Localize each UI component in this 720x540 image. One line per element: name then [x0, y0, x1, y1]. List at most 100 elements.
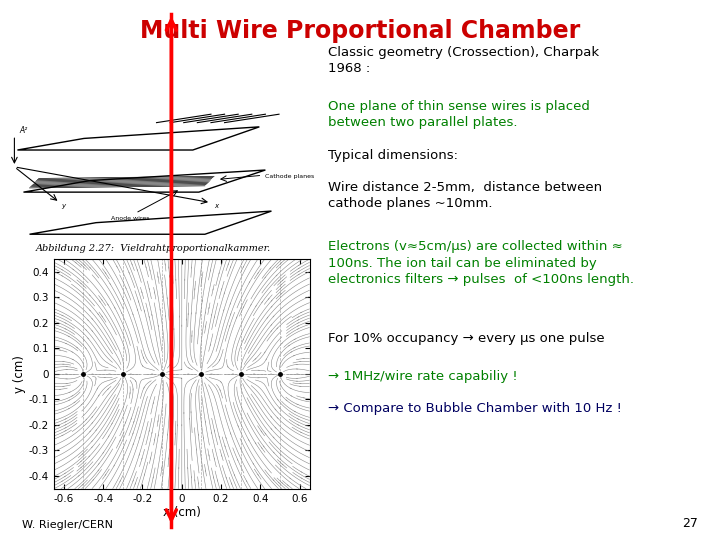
- FancyArrowPatch shape: [64, 473, 66, 474]
- Text: One plane of thin sense wires is placed
between two parallel plates.: One plane of thin sense wires is placed …: [328, 100, 590, 130]
- Text: Classic geometry (Crossection), Charpak
1968 :: Classic geometry (Crossection), Charpak …: [328, 46, 599, 76]
- Text: Multi Wire Proportional Chamber: Multi Wire Proportional Chamber: [140, 19, 580, 43]
- FancyArrowPatch shape: [300, 312, 302, 313]
- FancyArrowPatch shape: [278, 280, 279, 281]
- FancyArrowPatch shape: [270, 267, 271, 268]
- FancyArrowPatch shape: [89, 267, 91, 268]
- FancyArrowPatch shape: [255, 359, 256, 360]
- FancyArrowPatch shape: [142, 365, 143, 367]
- FancyArrowPatch shape: [294, 411, 296, 412]
- Text: Cathode planes: Cathode planes: [266, 174, 315, 179]
- FancyArrowPatch shape: [297, 424, 299, 425]
- FancyArrowPatch shape: [280, 454, 281, 455]
- FancyArrowPatch shape: [93, 480, 94, 481]
- FancyArrowPatch shape: [71, 352, 73, 353]
- FancyArrowPatch shape: [279, 408, 280, 409]
- FancyArrowPatch shape: [271, 416, 272, 417]
- FancyArrowPatch shape: [271, 306, 272, 307]
- FancyArrowPatch shape: [110, 284, 111, 285]
- FancyArrowPatch shape: [89, 431, 91, 432]
- FancyArrowPatch shape: [271, 330, 272, 332]
- Text: Typical dimensions:: Typical dimensions:: [328, 148, 458, 161]
- Text: Abbildung 2.27:  Vieldrahtproportionalkammer.: Abbildung 2.27: Vieldrahtproportionalkam…: [36, 244, 271, 253]
- FancyArrowPatch shape: [282, 280, 283, 281]
- FancyArrowPatch shape: [277, 417, 278, 418]
- FancyArrowPatch shape: [89, 310, 91, 311]
- FancyArrowPatch shape: [107, 388, 109, 389]
- Text: → Compare to Bubble Chamber with 10 Hz !: → Compare to Bubble Chamber with 10 Hz !: [328, 402, 621, 415]
- Text: W. Riegler/CERN: W. Riegler/CERN: [22, 520, 112, 530]
- FancyArrowPatch shape: [281, 262, 282, 264]
- FancyArrowPatch shape: [281, 287, 282, 288]
- FancyArrowPatch shape: [87, 320, 89, 321]
- Text: Anode wires: Anode wires: [111, 216, 150, 221]
- Text: For 10% occupancy → every μs one pulse: For 10% occupancy → every μs one pulse: [328, 332, 604, 345]
- X-axis label: x (cm): x (cm): [163, 507, 201, 519]
- FancyArrowPatch shape: [298, 274, 300, 275]
- FancyArrowPatch shape: [91, 422, 93, 423]
- FancyArrowPatch shape: [85, 348, 86, 349]
- FancyArrowPatch shape: [298, 265, 300, 266]
- FancyArrowPatch shape: [89, 456, 90, 457]
- FancyArrowPatch shape: [291, 352, 292, 353]
- FancyArrowPatch shape: [275, 427, 276, 428]
- FancyArrowPatch shape: [88, 338, 89, 339]
- FancyArrowPatch shape: [81, 265, 82, 266]
- FancyArrowPatch shape: [271, 428, 272, 430]
- FancyArrowPatch shape: [271, 325, 272, 326]
- FancyArrowPatch shape: [98, 463, 99, 464]
- FancyArrowPatch shape: [261, 431, 262, 432]
- FancyArrowPatch shape: [103, 452, 104, 454]
- FancyArrowPatch shape: [86, 419, 87, 420]
- FancyArrowPatch shape: [68, 408, 70, 409]
- FancyArrowPatch shape: [293, 355, 294, 356]
- Y-axis label: y (cm): y (cm): [13, 355, 26, 393]
- FancyArrowPatch shape: [68, 400, 70, 401]
- FancyArrowPatch shape: [78, 475, 79, 476]
- FancyArrowPatch shape: [108, 436, 109, 437]
- Text: y: y: [61, 203, 66, 209]
- FancyArrowPatch shape: [300, 432, 302, 433]
- FancyArrowPatch shape: [298, 271, 300, 272]
- FancyArrowPatch shape: [105, 272, 106, 274]
- FancyArrowPatch shape: [301, 471, 302, 472]
- FancyArrowPatch shape: [61, 269, 63, 270]
- FancyArrowPatch shape: [91, 447, 92, 448]
- FancyArrowPatch shape: [289, 478, 291, 479]
- Text: Electrons (v≈5cm/μs) are collected within ≈
100ns. The ion tail can be eliminate: Electrons (v≈5cm/μs) are collected withi…: [328, 240, 634, 286]
- FancyArrowPatch shape: [62, 315, 63, 316]
- FancyArrowPatch shape: [82, 484, 83, 485]
- FancyArrowPatch shape: [65, 430, 66, 431]
- FancyArrowPatch shape: [290, 388, 292, 389]
- FancyArrowPatch shape: [105, 474, 106, 476]
- FancyArrowPatch shape: [276, 328, 278, 329]
- FancyArrowPatch shape: [267, 317, 268, 319]
- FancyArrowPatch shape: [268, 298, 269, 300]
- FancyArrowPatch shape: [91, 330, 93, 332]
- FancyArrowPatch shape: [64, 476, 66, 477]
- FancyArrowPatch shape: [99, 301, 100, 302]
- FancyArrowPatch shape: [294, 347, 295, 348]
- Text: A²: A²: [19, 126, 27, 135]
- FancyArrowPatch shape: [84, 265, 85, 266]
- Text: 27: 27: [683, 517, 698, 530]
- FancyArrowPatch shape: [264, 352, 265, 353]
- FancyArrowPatch shape: [255, 443, 256, 444]
- FancyArrowPatch shape: [91, 318, 93, 320]
- FancyArrowPatch shape: [220, 381, 222, 383]
- FancyArrowPatch shape: [271, 300, 272, 301]
- FancyArrowPatch shape: [294, 339, 295, 340]
- FancyArrowPatch shape: [83, 293, 84, 294]
- FancyArrowPatch shape: [297, 316, 299, 318]
- FancyArrowPatch shape: [273, 437, 274, 438]
- FancyArrowPatch shape: [261, 448, 262, 449]
- FancyArrowPatch shape: [277, 399, 279, 400]
- FancyArrowPatch shape: [81, 404, 82, 405]
- FancyArrowPatch shape: [297, 418, 299, 419]
- FancyArrowPatch shape: [71, 395, 73, 396]
- FancyArrowPatch shape: [75, 262, 76, 263]
- FancyArrowPatch shape: [91, 416, 93, 417]
- FancyArrowPatch shape: [65, 418, 66, 419]
- FancyArrowPatch shape: [282, 482, 283, 483]
- FancyArrowPatch shape: [298, 268, 300, 269]
